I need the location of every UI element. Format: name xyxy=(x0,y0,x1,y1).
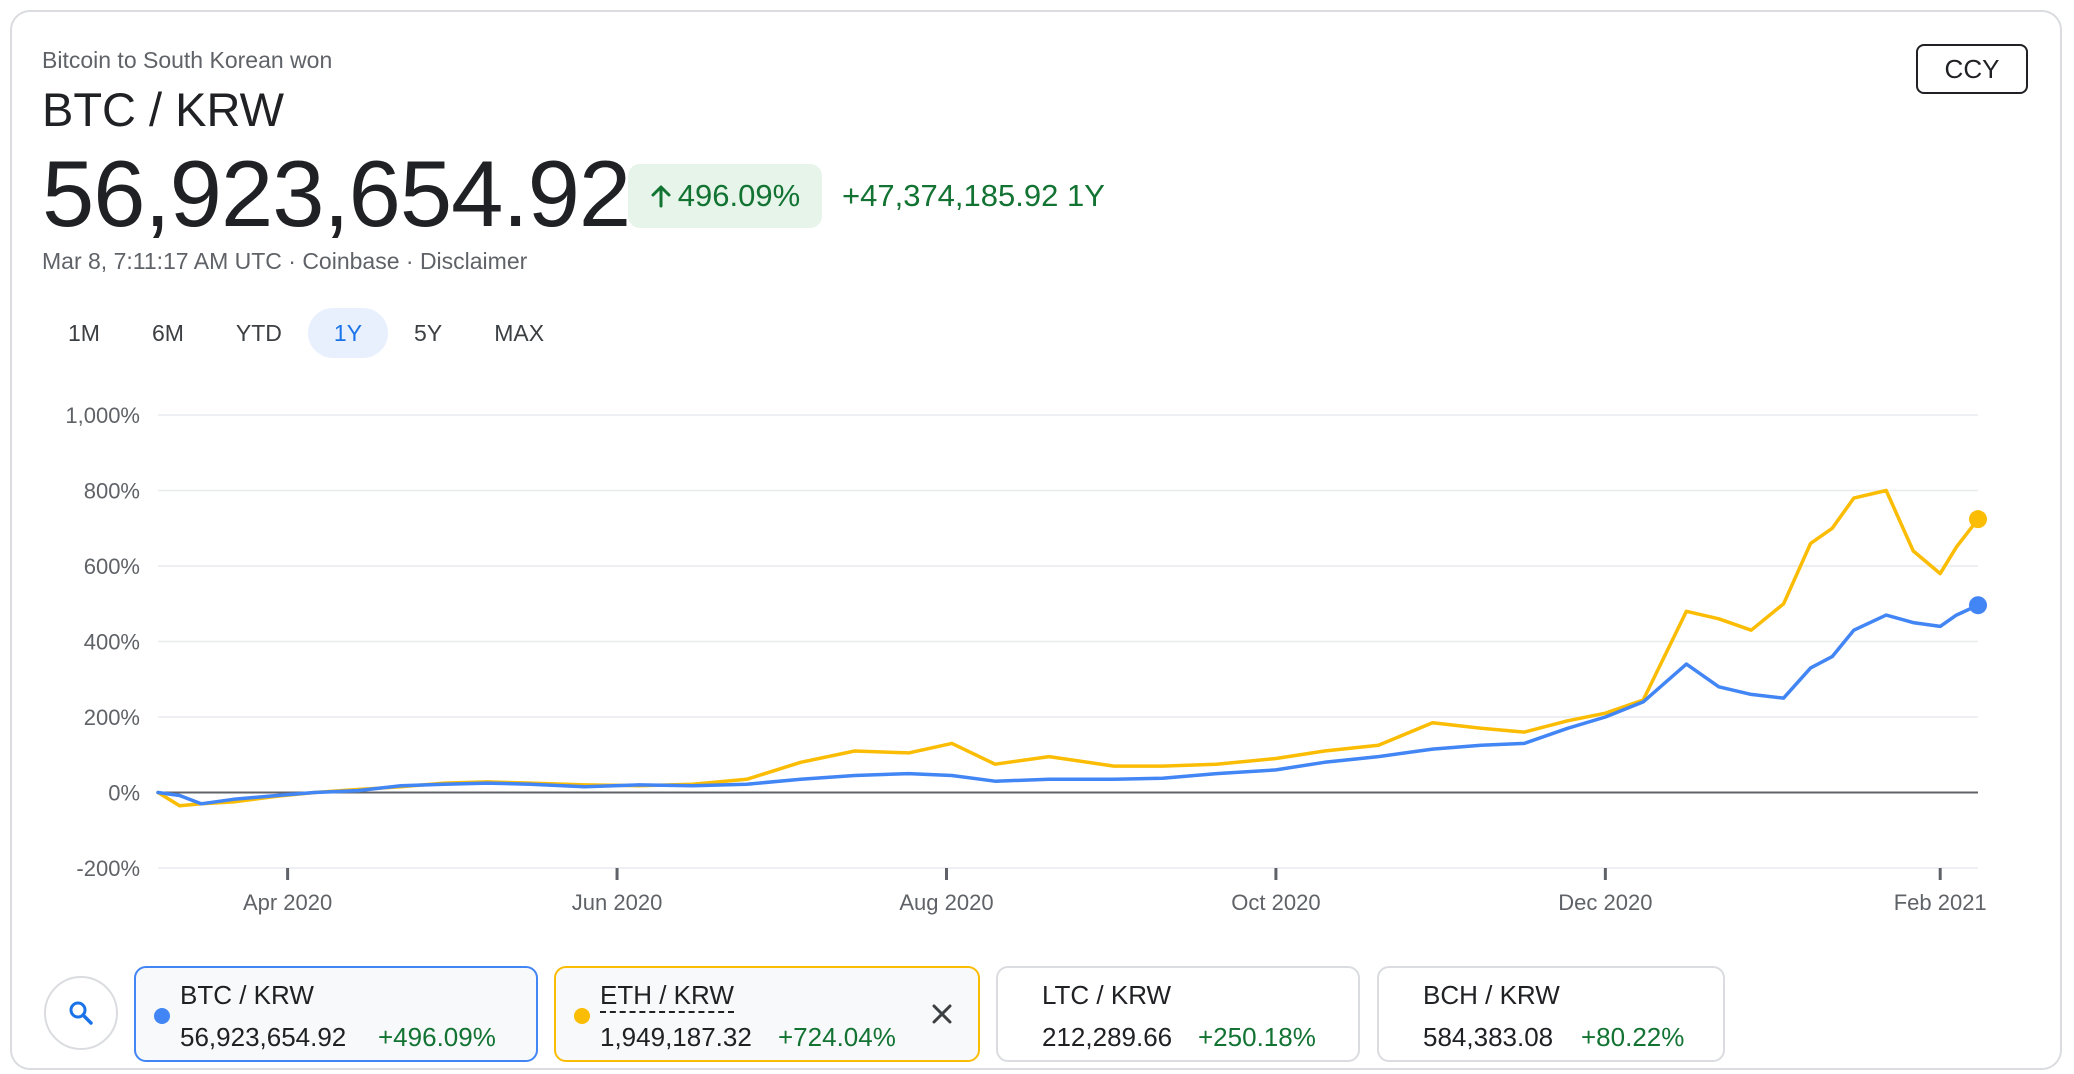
range-6m[interactable]: 6M xyxy=(151,319,184,346)
compare-chip-change: +250.18% xyxy=(1198,1022,1316,1052)
range-5y[interactable]: 5Y xyxy=(414,319,443,346)
compare-search-button[interactable] xyxy=(44,976,118,1050)
ccy-button[interactable]: CCY xyxy=(1916,44,2028,94)
compare-chip-change: +80.22% xyxy=(1581,1022,1685,1052)
quote-card xyxy=(10,10,2062,1070)
range-selector: 1M 6M YTD 1Y 5Y MAX xyxy=(42,308,570,360)
range-1m[interactable]: 1M xyxy=(68,319,100,346)
compare-chip-name: BTC / KRW xyxy=(180,980,314,1010)
quote-meta[interactable]: Mar 8, 7:11:17 AM UTC · Coinbase · Discl… xyxy=(42,248,528,274)
y-tick-label: 200% xyxy=(84,705,140,730)
compare-chip-value: 584,383.08 xyxy=(1423,1022,1554,1052)
instrument-subtitle: Bitcoin to South Korean won xyxy=(42,47,333,73)
compare-chip-eth[interactable]: ETH / KRW 1,949,187.32 +724.04% xyxy=(554,966,980,1062)
compare-chip-name: ETH / KRW xyxy=(600,980,734,1013)
compare-chip-bch[interactable]: BCH / KRW 584,383.08 +80.22% xyxy=(1377,966,1725,1062)
compare-chip-change: +496.09% xyxy=(378,1022,496,1052)
compare-chip-value: 56,923,654.92 xyxy=(180,1022,347,1052)
compare-chip-value: 1,949,187.32 xyxy=(600,1022,752,1052)
eth-series-line xyxy=(156,488,1980,808)
change-percent-value: 496.09% xyxy=(677,178,801,213)
change-percent-badge: 496.09% xyxy=(628,164,822,228)
price-chart[interactable]: 1,000% 800% 600% 400% 200% 0% -200% Apr 2020 Jun… xyxy=(0,380,2074,920)
search-icon xyxy=(69,1001,93,1025)
y-tick-label: 1,000% xyxy=(65,403,140,428)
y-tick-label: -200% xyxy=(76,856,140,881)
y-tick-label: 600% xyxy=(84,554,140,579)
compare-chip-change: +724.04% xyxy=(778,1022,896,1052)
compare-chip-value: 212,289.66 xyxy=(1042,1022,1173,1052)
series-dot-icon xyxy=(154,1008,170,1024)
series-dot-icon xyxy=(574,1008,590,1024)
compare-chip-name: LTC / KRW xyxy=(1042,980,1172,1010)
compare-chip-ltc[interactable]: LTC / KRW 212,289.66 +250.18% xyxy=(996,966,1360,1062)
change-absolute: +47,374,185.92 1Y xyxy=(842,178,1105,213)
y-tick-label: 0% xyxy=(108,781,140,806)
x-tick-label: Dec 2020 xyxy=(1558,890,1652,915)
arrow-up-icon xyxy=(651,185,671,208)
x-tick-label: Oct 2020 xyxy=(1231,890,1320,915)
compare-chip-btc[interactable]: BTC / KRW 56,923,654.92 +496.09% xyxy=(134,966,538,1062)
range-1y[interactable]: 1Y xyxy=(307,308,389,358)
range-max[interactable]: MAX xyxy=(494,319,545,346)
close-icon[interactable] xyxy=(926,998,958,1030)
y-tick-label: 800% xyxy=(84,479,140,504)
x-tick-label: Aug 2020 xyxy=(899,890,993,915)
x-tick-label: Jun 2020 xyxy=(572,890,663,915)
pair-title: BTC / KRW xyxy=(42,83,284,136)
x-tick-label: Feb 2021 xyxy=(1894,890,1987,915)
current-price: 56,923,654.92 xyxy=(42,141,631,246)
x-tick-label: Apr 2020 xyxy=(243,890,332,915)
btc-endpoint-marker xyxy=(1969,596,1987,615)
y-tick-label: 400% xyxy=(84,630,140,655)
range-ytd[interactable]: YTD xyxy=(235,319,282,346)
eth-endpoint-marker xyxy=(1969,510,1987,529)
btc-series-line xyxy=(156,603,1980,806)
compare-chip-name: BCH / KRW xyxy=(1423,980,1560,1010)
